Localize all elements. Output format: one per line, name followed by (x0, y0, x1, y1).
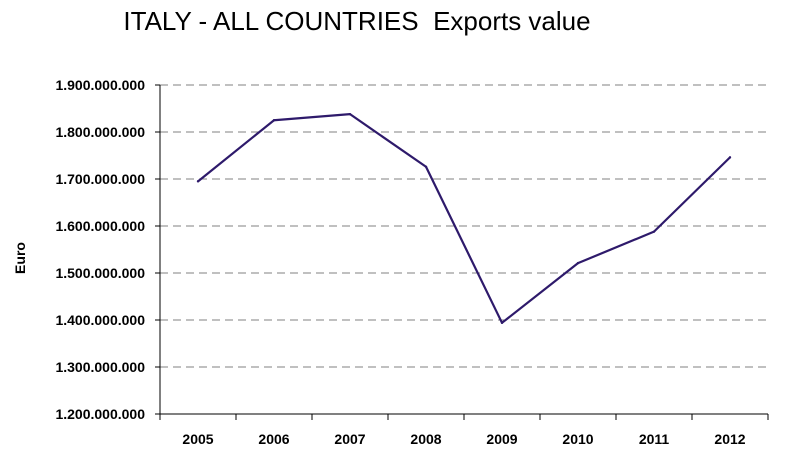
data-point (576, 261, 580, 265)
axis-layer (155, 84, 769, 420)
x-tick-label: 2012 (714, 431, 745, 447)
data-point (196, 180, 200, 183)
x-tick-label: 2005 (182, 431, 213, 447)
x-tick-labels: 2005 2006 2007 2008 2009 2010 2011 2012 (182, 431, 745, 447)
y-tick-label: 1.600.000.000 (55, 218, 145, 234)
x-tick-label: 2007 (334, 431, 365, 447)
y-axis-title: Euro (12, 242, 28, 274)
y-tick-label: 1.900.000.000 (55, 77, 145, 93)
y-tick-label: 1.700.000.000 (55, 171, 145, 187)
series-layer (196, 112, 732, 325)
x-tick-label: 2011 (639, 431, 670, 447)
data-point (272, 119, 276, 122)
data-point (652, 230, 656, 233)
x-tick-label: 2006 (258, 431, 289, 447)
data-point (348, 112, 352, 116)
data-point (500, 321, 504, 325)
y-tick-labels: 1.200.000.000 1.300.000.000 1.400.000.000 1… (55, 77, 145, 422)
grid-layer (160, 84, 768, 368)
y-tick-label: 1.800.000.000 (55, 124, 145, 140)
data-point (424, 165, 428, 168)
data-point (728, 156, 732, 159)
x-tick-label: 2010 (562, 431, 593, 447)
y-tick-label: 1.300.000.000 (55, 359, 145, 375)
series-line (197, 113, 731, 324)
x-tick-label: 2009 (486, 431, 517, 447)
x-tick-label: 2008 (410, 431, 441, 447)
y-tick-label: 1.400.000.000 (55, 312, 145, 328)
chart-title: ITALY - ALL COUNTRIES Exports value (123, 6, 591, 36)
y-tick-label: 1.500.000.000 (55, 265, 145, 281)
y-tick-label: 1.200.000.000 (55, 406, 145, 422)
